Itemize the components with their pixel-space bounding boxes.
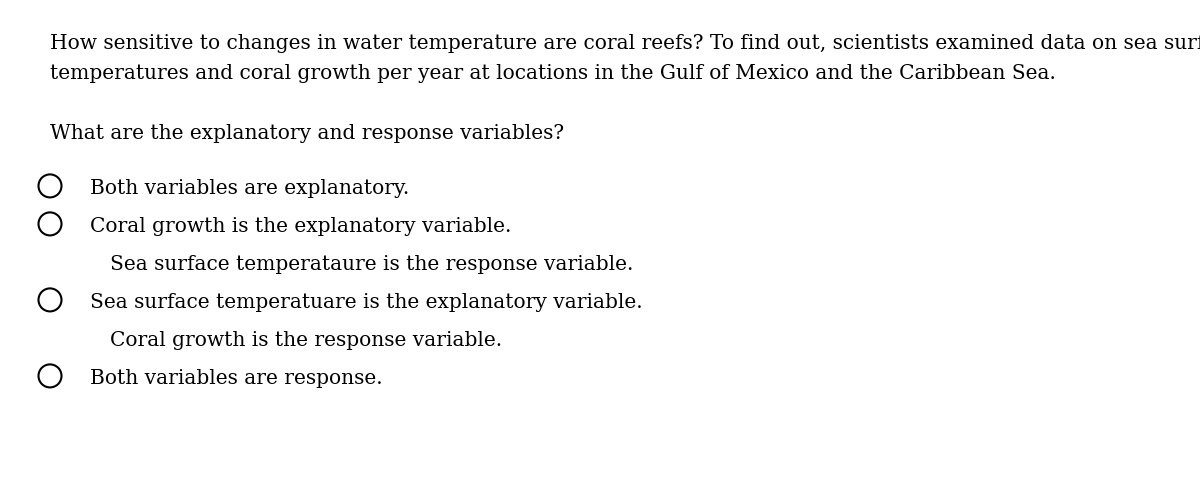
Text: Coral growth is the explanatory variable.: Coral growth is the explanatory variable… (90, 217, 511, 236)
Text: How sensitive to changes in water temperature are coral reefs? To find out, scie: How sensitive to changes in water temper… (50, 34, 1200, 53)
Text: temperatures and coral growth per year at locations in the Gulf of Mexico and th: temperatures and coral growth per year a… (50, 64, 1056, 83)
Text: Sea surface temperatuare is the explanatory variable.: Sea surface temperatuare is the explanat… (90, 293, 643, 312)
Text: Both variables are explanatory.: Both variables are explanatory. (90, 179, 409, 198)
Text: Both variables are response.: Both variables are response. (90, 369, 383, 388)
Text: What are the explanatory and response variables?: What are the explanatory and response va… (50, 124, 564, 143)
Text: Sea surface temperataure is the response variable.: Sea surface temperataure is the response… (110, 255, 634, 274)
Text: Coral growth is the response variable.: Coral growth is the response variable. (110, 331, 502, 350)
